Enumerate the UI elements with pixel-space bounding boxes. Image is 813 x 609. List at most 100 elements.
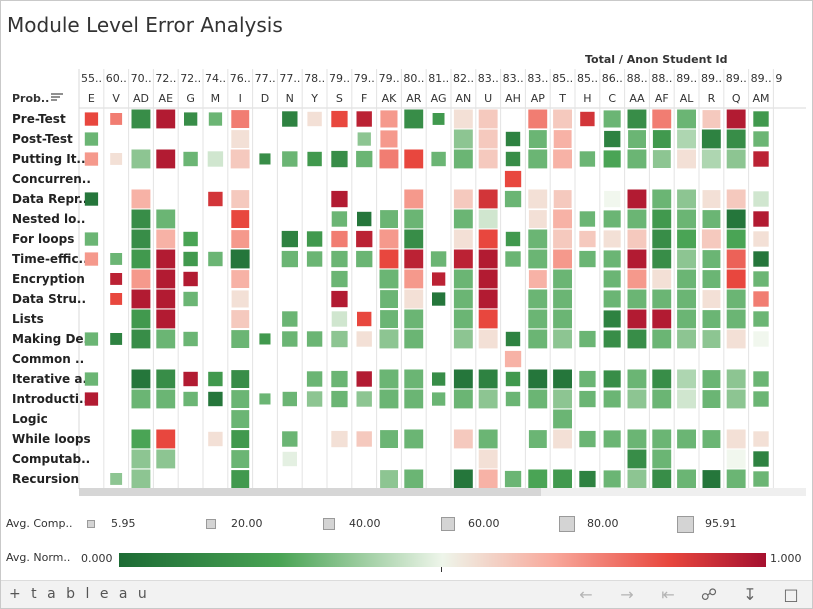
heatmap-cell[interactable] <box>404 109 424 129</box>
heatmap-cell[interactable] <box>553 309 572 329</box>
heatmap-cell[interactable] <box>453 229 473 249</box>
heatmap-cell[interactable] <box>478 109 498 129</box>
heatmap-cell[interactable] <box>306 391 323 407</box>
heatmap-cell[interactable] <box>156 249 176 269</box>
heatmap-cell[interactable] <box>131 269 151 289</box>
heatmap-cell[interactable] <box>528 229 548 249</box>
heatmap-cell[interactable] <box>505 331 521 347</box>
heatmap-cell[interactable] <box>702 330 721 348</box>
heatmap-cell[interactable] <box>702 370 721 388</box>
heatmap-cell[interactable] <box>478 209 498 229</box>
heatmap-cell[interactable] <box>603 430 621 448</box>
heatmap-cell[interactable] <box>726 289 746 309</box>
heatmap-cell[interactable] <box>131 309 151 329</box>
heatmap-cell[interactable] <box>553 409 572 429</box>
heatmap-cell[interactable] <box>726 209 746 229</box>
heatmap-cell[interactable] <box>627 189 647 209</box>
heatmap-cell[interactable] <box>453 369 473 389</box>
heatmap-cell[interactable] <box>753 191 769 207</box>
heatmap-cell[interactable] <box>726 429 746 449</box>
heatmap-cell[interactable] <box>553 109 572 129</box>
heatmap-cell[interactable] <box>306 331 323 347</box>
heatmap-cell[interactable] <box>231 450 250 468</box>
heatmap-cell[interactable] <box>478 429 498 449</box>
heatmap-cell[interactable] <box>753 131 769 147</box>
heatmap-cell[interactable] <box>753 151 769 167</box>
heatmap-cell[interactable] <box>579 250 596 268</box>
heatmap-cell[interactable] <box>208 391 223 407</box>
heatmap-cell[interactable] <box>677 429 696 449</box>
heatmap-cell[interactable] <box>677 129 696 149</box>
heatmap-cell[interactable] <box>306 371 323 387</box>
heatmap-cell[interactable] <box>702 270 721 288</box>
heatmap-cell[interactable] <box>652 469 672 489</box>
heatmap-cell[interactable] <box>356 391 372 407</box>
heatmap-cell[interactable] <box>627 269 647 289</box>
heatmap-cell[interactable] <box>528 249 548 269</box>
heatmap-cell[interactable] <box>753 391 769 407</box>
heatmap-cell[interactable] <box>380 210 398 228</box>
heatmap-cell[interactable] <box>331 430 348 448</box>
heatmap-cell[interactable] <box>652 289 672 309</box>
heatmap-cell[interactable] <box>753 331 769 347</box>
heatmap-cell[interactable] <box>702 250 721 268</box>
heatmap-cell[interactable] <box>726 109 746 129</box>
heatmap-cell[interactable] <box>453 469 473 489</box>
heatmap-cell[interactable] <box>753 211 769 227</box>
heatmap-cell[interactable] <box>553 389 572 409</box>
heatmap-cell[interactable] <box>579 390 596 408</box>
heatmap-cell[interactable] <box>110 273 123 285</box>
heatmap-cell[interactable] <box>677 289 696 309</box>
heatmap-cell[interactable] <box>84 252 99 266</box>
heatmap-cell[interactable] <box>604 130 621 148</box>
heatmap-cell[interactable] <box>753 231 769 247</box>
heatmap-cell[interactable] <box>726 469 746 489</box>
heatmap-cell[interactable] <box>110 293 123 305</box>
heatmap-cell[interactable] <box>652 109 672 129</box>
fullscreen-icon[interactable]: □ <box>783 585 799 604</box>
heatmap-cell[interactable] <box>404 429 424 449</box>
heatmap-cell[interactable] <box>331 330 348 348</box>
heatmap-cell[interactable] <box>356 250 373 268</box>
heatmap-cell[interactable] <box>282 431 298 447</box>
heatmap-cell[interactable] <box>726 449 746 469</box>
heatmap-cell[interactable] <box>753 111 769 127</box>
heatmap-cell[interactable] <box>753 451 769 467</box>
heatmap-cell[interactable] <box>231 110 250 128</box>
heatmap-cell[interactable] <box>259 393 271 405</box>
download-icon[interactable]: ↧ <box>743 585 757 604</box>
heatmap-cell[interactable] <box>156 269 176 289</box>
heatmap-cell[interactable] <box>453 109 473 129</box>
heatmap-cell[interactable] <box>231 310 250 328</box>
heatmap-cell[interactable] <box>702 290 721 308</box>
heatmap-cell[interactable] <box>627 109 647 129</box>
heatmap-cell[interactable] <box>603 250 621 268</box>
heatmap-cell[interactable] <box>259 153 271 165</box>
heatmap-cell[interactable] <box>603 370 621 388</box>
heatmap-cell[interactable] <box>380 130 398 148</box>
heatmap-cell[interactable] <box>184 112 198 126</box>
heatmap-cell[interactable] <box>331 390 348 408</box>
heatmap-cell[interactable] <box>453 389 473 409</box>
heatmap-cell[interactable] <box>84 112 99 126</box>
heatmap-cell[interactable] <box>652 130 671 148</box>
heatmap-cell[interactable] <box>357 211 372 227</box>
heatmap-cell[interactable] <box>183 271 198 287</box>
heatmap-cell[interactable] <box>726 329 746 349</box>
heatmap-cell[interactable] <box>603 470 621 488</box>
heatmap-cell[interactable] <box>726 249 746 269</box>
heatmap-cell[interactable] <box>603 230 621 248</box>
heatmap-cell[interactable] <box>677 149 696 169</box>
heatmap-cell[interactable] <box>379 229 399 249</box>
heatmap-cell[interactable] <box>528 210 547 228</box>
heatmap-cell[interactable] <box>230 249 250 269</box>
heatmap-cell[interactable] <box>281 250 298 268</box>
heatmap-cell[interactable] <box>627 229 647 249</box>
heatmap-cell[interactable] <box>627 389 647 409</box>
heatmap-cell[interactable] <box>84 232 99 246</box>
heatmap-cell[interactable] <box>431 151 446 167</box>
heatmap-cell[interactable] <box>231 270 250 288</box>
heatmap-cell[interactable] <box>753 471 769 487</box>
heatmap-cell[interactable] <box>131 149 151 169</box>
heatmap-cell[interactable] <box>528 430 547 448</box>
